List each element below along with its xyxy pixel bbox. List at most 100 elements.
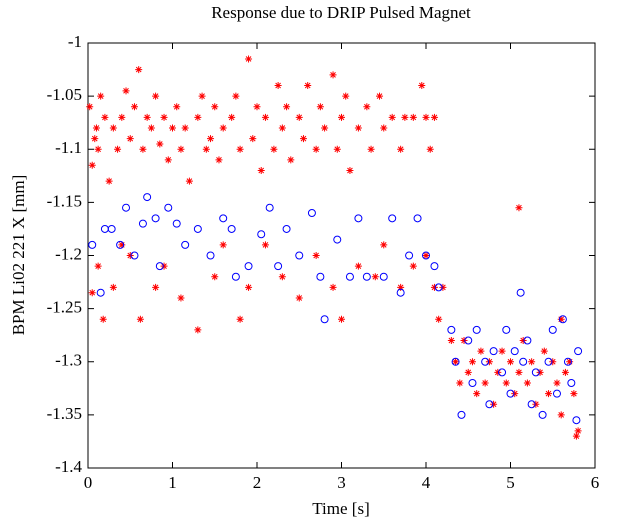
asterisk-point [371, 273, 379, 281]
circle-point [244, 262, 253, 271]
asterisk-point [88, 289, 96, 297]
asterisk-point [354, 262, 362, 270]
y-tick-label: -1.35 [47, 404, 82, 423]
asterisk-point [118, 113, 126, 121]
asterisk-point [329, 71, 337, 79]
x-tick-label: 5 [506, 473, 515, 492]
circle-point [172, 219, 181, 228]
asterisk-point [460, 337, 468, 344]
asterisk-point [557, 315, 565, 323]
circle-point [265, 203, 274, 212]
asterisk-point [109, 124, 117, 132]
asterisk-point [278, 124, 286, 132]
asterisk-point [321, 124, 329, 132]
circle-point [320, 315, 329, 324]
asterisk-point [270, 145, 278, 153]
asterisk-point [452, 358, 460, 366]
asterisk-point [464, 368, 472, 376]
asterisk-point [194, 326, 202, 334]
asterisk-point [152, 283, 160, 291]
asterisk-point [295, 113, 303, 121]
asterisk-point [342, 92, 350, 100]
circle-point [519, 357, 528, 366]
circle-point [107, 224, 116, 233]
y-tick-label: -1.15 [47, 191, 82, 210]
asterisk-point [274, 82, 282, 89]
asterisk-point [97, 92, 105, 100]
asterisk-point [169, 124, 176, 132]
circle-point [538, 410, 547, 419]
asterisk-point [198, 92, 206, 100]
circle-point [447, 325, 456, 334]
asterisk-point [363, 103, 371, 111]
asterisk-point [249, 135, 257, 143]
asterisk-point [511, 390, 519, 398]
circle-point [96, 288, 105, 297]
asterisk-point [211, 273, 219, 281]
x-tick-label: 0 [84, 473, 93, 492]
asterisk-point [422, 252, 430, 259]
circle-point [451, 357, 460, 366]
asterisk-point [380, 124, 388, 132]
circle-point [143, 193, 152, 202]
asterisk-point [519, 337, 527, 344]
circle-point [567, 379, 576, 387]
asterisk-point [143, 113, 151, 121]
circle-point [116, 240, 125, 249]
asterisk-point [245, 55, 253, 63]
asterisk-point [376, 92, 384, 100]
circle-point [130, 251, 139, 260]
asterisk-point [228, 113, 236, 121]
asterisk-point [401, 113, 409, 121]
circle-point [516, 288, 525, 297]
asterisk-point [94, 262, 102, 270]
asterisk-point [94, 145, 102, 153]
asterisk-point [397, 145, 405, 153]
asterisk-point [160, 113, 168, 121]
asterisk-point [257, 167, 265, 174]
asterisk-point [346, 167, 354, 174]
circle-point [164, 203, 173, 212]
asterisk-point [540, 347, 548, 355]
asterisk-point [532, 400, 540, 408]
circle-point [396, 288, 405, 297]
asterisk-point [99, 315, 107, 323]
circle-point [138, 219, 147, 228]
asterisk-point [523, 379, 531, 387]
x-tick-label: 3 [337, 473, 346, 492]
y-tick-label: -1 [68, 32, 82, 51]
asterisk-point [245, 283, 253, 291]
asterisk-point [219, 124, 227, 132]
asterisk-point [215, 156, 223, 164]
asterisk-point [545, 390, 553, 398]
asterisk-point [338, 315, 345, 323]
asterisk-point [114, 145, 122, 153]
x-axis-label: Time [s] [312, 499, 369, 518]
asterisk-point [177, 294, 185, 302]
circle-point [572, 416, 581, 425]
asterisk-point [122, 87, 130, 95]
x-tick-label: 1 [168, 473, 177, 492]
asterisk-point [109, 283, 117, 291]
asterisk-point [207, 135, 215, 143]
asterisk-point [468, 358, 476, 366]
circle-point [193, 224, 202, 233]
x-tick-label: 4 [422, 473, 431, 492]
asterisk-point [181, 124, 189, 132]
asterisk-point [536, 368, 544, 376]
asterisk-point [528, 358, 536, 366]
asterisk-point [130, 103, 138, 111]
circle-point [558, 315, 567, 324]
asterisk-point [126, 252, 134, 259]
circle-point [468, 379, 477, 387]
asterisk-point [156, 140, 164, 148]
circle-point [362, 272, 371, 281]
circle-point [434, 283, 443, 292]
asterisk-point [549, 358, 557, 366]
asterisk-point [91, 135, 99, 143]
asterisk-point [101, 113, 109, 121]
circle-point [316, 272, 325, 281]
circle-point [345, 272, 354, 281]
y-tick-label: -1.4 [55, 457, 82, 476]
